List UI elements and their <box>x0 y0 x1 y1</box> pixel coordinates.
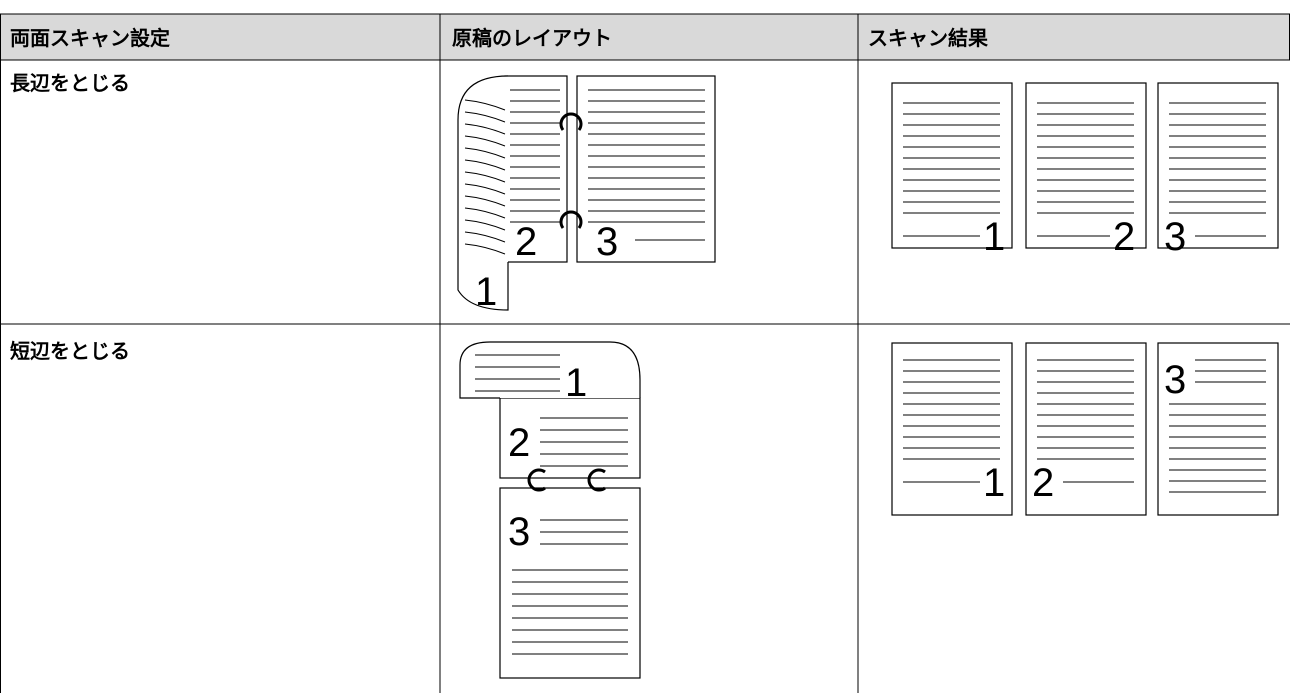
curled-page <box>459 341 641 399</box>
page-outline <box>576 75 716 263</box>
page-outline <box>1025 82 1147 249</box>
curl-line <box>464 195 506 207</box>
page-number: 3 <box>1164 358 1186 402</box>
row-label: 長辺をとじる <box>10 71 130 95</box>
binding-ring <box>587 468 606 492</box>
curl-line <box>464 123 506 135</box>
page-number: 1 <box>983 461 1005 505</box>
curl-line <box>464 231 506 243</box>
page-outline <box>1157 82 1279 249</box>
page-outline <box>891 342 1013 516</box>
curled-page <box>457 75 509 311</box>
row-label: 短辺をとじる <box>10 339 130 363</box>
curl-line <box>464 135 506 147</box>
page-number: 2 <box>508 421 530 465</box>
page-number: 3 <box>508 510 530 554</box>
header-cell: 両面スキャン設定 <box>10 26 170 50</box>
page-number: 2 <box>1032 461 1054 505</box>
page-number: 2 <box>515 220 537 264</box>
page-number: 1 <box>983 215 1005 259</box>
page-outline <box>499 397 641 479</box>
curl-line <box>464 171 506 183</box>
page-number: 3 <box>596 220 618 264</box>
curl-line <box>464 111 506 123</box>
page-number: 3 <box>1164 215 1186 259</box>
binding-ring <box>527 468 546 492</box>
binding-ring <box>559 210 583 229</box>
page-number: 2 <box>1113 215 1135 259</box>
header-cell: 原稿のレイアウト <box>452 26 612 50</box>
header-cell: スキャン結果 <box>868 26 988 50</box>
binding-ring <box>559 112 583 131</box>
curl-line <box>464 147 506 159</box>
header-bg <box>0 14 1290 60</box>
curl-line <box>464 243 506 255</box>
table-grid <box>0 13 1290 693</box>
curl-line <box>464 159 506 171</box>
page-number: 1 <box>565 361 587 405</box>
curl-line <box>464 219 506 231</box>
curl-line <box>464 183 506 195</box>
page-number: 1 <box>475 270 497 314</box>
curl-line <box>464 207 506 219</box>
page-outline <box>1025 342 1147 516</box>
page-outline <box>891 82 1013 249</box>
curl-line <box>464 99 506 111</box>
page-outline <box>1157 342 1279 516</box>
